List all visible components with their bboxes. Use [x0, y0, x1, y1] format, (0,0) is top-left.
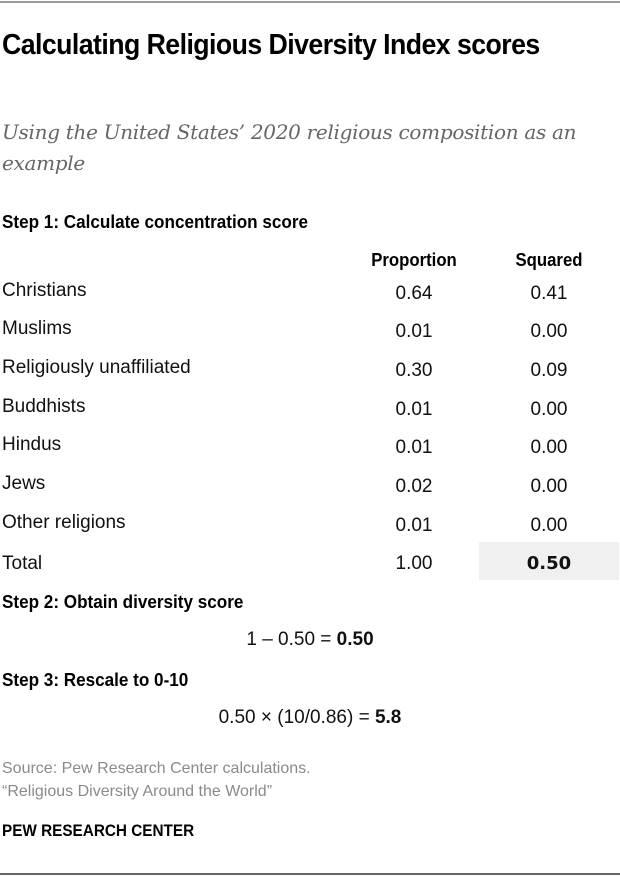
row-proportion: 0.01	[395, 321, 433, 342]
top-rule	[0, 1, 620, 3]
step3-formula-expression: 0.50 × (10/0.86) =	[218, 707, 375, 728]
row-proportion: 0.01	[395, 437, 433, 458]
chart-title: Calculating Religious Diversity Index sc…	[2, 29, 540, 61]
row-label: Religiously unaffiliated	[2, 357, 191, 378]
table-row: Buddhists 0.01 0.00	[0, 395, 620, 433]
step3-heading: Step 3: Rescale to 0-10	[2, 670, 189, 690]
step2-formula: 1 – 0.50 = 0.50	[0, 628, 620, 652]
step2-formula-expression: 1 – 0.50 =	[246, 629, 337, 650]
step3-formula-result: 5.8	[374, 707, 402, 728]
table-row: Christians 0.64 0.41	[0, 279, 620, 317]
row-proportion: 0.01	[395, 515, 433, 536]
row-proportion: 0.30	[395, 360, 433, 381]
total-squared-highlight	[479, 542, 619, 580]
total-proportion: 1.00	[395, 553, 433, 574]
step2-formula-result: 0.50	[336, 629, 374, 650]
source-note: Source: Pew Research Center calculations…	[2, 757, 311, 803]
table-row: Hindus 0.01 0.00	[0, 433, 620, 471]
total-label: Total	[2, 553, 43, 574]
row-squared: 0.00	[530, 515, 568, 536]
column-header-squared: Squared	[515, 250, 583, 270]
source-line-2: “Religious Diversity Around the World”	[2, 783, 273, 800]
row-label: Buddhists	[2, 396, 86, 417]
source-line-1: Source: Pew Research Center calculations…	[2, 760, 311, 777]
chart-subtitle: Using the United States’ 2020 religious …	[2, 120, 577, 175]
total-squared: 0.50	[526, 553, 572, 574]
step1-heading: Step 1: Calculate concentration score	[2, 212, 308, 232]
row-label: Christians	[2, 280, 87, 301]
row-label: Jews	[2, 473, 46, 494]
row-proportion: 0.01	[395, 399, 433, 420]
row-label: Hindus	[2, 434, 62, 455]
row-squared: 0.00	[530, 437, 568, 458]
table-row: Other religions 0.01 0.00	[0, 511, 620, 549]
row-squared: 0.00	[530, 476, 568, 497]
table-row: Jews 0.02 0.00	[0, 472, 620, 510]
row-squared: 0.41	[530, 283, 568, 304]
table-row: Religiously unaffiliated 0.30 0.09	[0, 356, 620, 394]
row-squared: 0.00	[530, 321, 568, 342]
step2-heading: Step 2: Obtain diversity score	[2, 592, 244, 612]
row-proportion: 0.64	[395, 283, 433, 304]
table-row: Muslims 0.01 0.00	[0, 317, 620, 355]
row-label: Other religions	[2, 512, 126, 533]
row-label: Muslims	[2, 318, 72, 339]
row-squared: 0.09	[530, 360, 568, 381]
table-row-total: Total 1.00 0.50	[0, 550, 620, 588]
row-squared: 0.00	[530, 399, 568, 420]
row-proportion: 0.02	[395, 476, 433, 497]
brand-logo-text: PEW RESEARCH CENTER	[2, 821, 195, 840]
column-header-proportion: Proportion	[371, 250, 457, 270]
step3-formula: 0.50 × (10/0.86) = 5.8	[0, 706, 620, 730]
bottom-rule	[0, 873, 620, 875]
